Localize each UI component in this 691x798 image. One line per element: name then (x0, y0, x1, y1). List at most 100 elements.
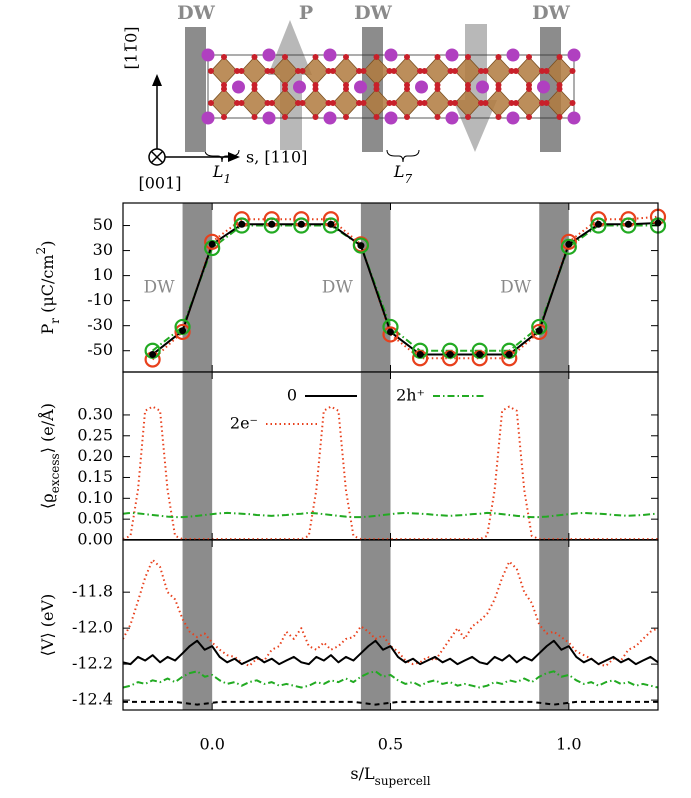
annotation: DW (322, 278, 354, 298)
oxygen-atom (513, 68, 519, 74)
cation-atom (506, 111, 520, 125)
cation-atom (567, 111, 581, 125)
axis-label: [001] (138, 174, 181, 193)
oxygen-atom (452, 100, 458, 106)
point-marker (535, 327, 543, 335)
cation-atom (262, 111, 276, 125)
cation-atom (567, 48, 581, 62)
cation-atom (262, 48, 276, 62)
y-axis-label: ⟨V⟩ (eV) (38, 594, 57, 657)
oxygen-atom (343, 54, 349, 60)
point-marker (293, 217, 310, 234)
octahedron (240, 56, 269, 86)
oxygen-atom (356, 100, 362, 106)
y-tick-label: -12.0 (72, 618, 113, 637)
point-marker (594, 220, 602, 228)
y-tick-label: 0.10 (77, 488, 113, 507)
octahedron (515, 88, 543, 118)
label-part: ⟨V⟩ (eV) (38, 594, 57, 657)
axis-label: s, [110] (246, 148, 307, 167)
oxygen-atom (295, 68, 301, 74)
cation-atom (293, 80, 306, 94)
oxygen-atom (282, 114, 288, 120)
point-marker (531, 323, 548, 341)
octahedron (332, 56, 360, 86)
y-tick-label: 0.20 (77, 446, 113, 465)
oxygen-atom (373, 54, 380, 60)
oxygen-atom (299, 68, 306, 74)
oxygen-atom (221, 114, 227, 120)
oxygen-atom (269, 100, 275, 106)
domain-wall-band (185, 27, 206, 152)
oxygen-atom (404, 114, 410, 120)
oxygen-atom (208, 100, 214, 106)
annotation: DW (143, 278, 175, 298)
oxygen-atom (208, 68, 214, 74)
label-part: r (48, 318, 62, 324)
point-marker (416, 350, 424, 358)
oxygen-atom (421, 68, 428, 74)
point-marker (476, 350, 484, 358)
arrow-head (152, 74, 162, 86)
plot-area (123, 372, 658, 540)
oxygen-atom (238, 68, 245, 74)
oxygen-atom (295, 100, 301, 106)
y-axis-label: Pr (μC/cm2) (34, 241, 62, 335)
length-label: L7 (393, 162, 413, 186)
point-marker (268, 220, 276, 228)
oxygen-atom (434, 54, 441, 60)
y-tick-label: -50 (87, 340, 113, 359)
y-tick-label: 30 (93, 240, 113, 259)
series-line (151, 224, 658, 352)
oxygen-atom (465, 54, 471, 60)
oxygen-atom (434, 86, 441, 92)
x-tick-label: 0.5 (378, 735, 403, 754)
octahedron (484, 56, 513, 86)
point-marker (208, 240, 216, 248)
cation-atom (506, 48, 520, 62)
series-line (123, 670, 658, 689)
domain-wall-label: DW (177, 2, 215, 24)
out-of-plane-symbol (150, 150, 164, 164)
point-marker (357, 242, 365, 250)
domain-wall-band (182, 372, 213, 540)
y-tick-label: 0.05 (77, 509, 113, 528)
y-tick-label: 0.30 (77, 404, 113, 423)
oxygen-atom (421, 100, 428, 106)
oxygen-atom (360, 100, 367, 106)
oxygen-atom (386, 100, 393, 106)
octahedron (332, 88, 360, 118)
oxygen-atom (343, 86, 349, 92)
length-brace (204, 149, 240, 163)
domain-wall-band (540, 27, 561, 152)
plot-area (123, 540, 658, 710)
oxygen-atom (343, 114, 349, 120)
cation-atom (323, 48, 337, 62)
x-axis-label: s/Lsupercell (350, 764, 430, 788)
point-marker (590, 217, 607, 234)
point-marker (565, 240, 573, 248)
oxygen-atom (539, 68, 545, 74)
oxygen-atom (508, 100, 515, 106)
legend-label: 2e⁻ (230, 414, 258, 433)
oxygen-atom (238, 100, 245, 106)
oxygen-atom (434, 114, 441, 120)
cation-atom (201, 48, 215, 62)
oxygen-atom (556, 86, 563, 92)
oxygen-atom (269, 68, 275, 74)
point-marker (179, 327, 187, 335)
label-part: ) (38, 241, 57, 247)
oxygen-atom (282, 54, 288, 60)
cation-atom (232, 80, 245, 94)
oxygen-atom (299, 100, 306, 106)
point-marker (204, 233, 221, 250)
cation-atom (445, 48, 459, 62)
oxygen-atom (465, 114, 471, 120)
oxygen-atom (447, 100, 454, 106)
oxygen-atom (391, 100, 397, 106)
oxygen-atom (356, 68, 362, 74)
cation-atom (384, 48, 398, 62)
length-brace (386, 149, 420, 163)
